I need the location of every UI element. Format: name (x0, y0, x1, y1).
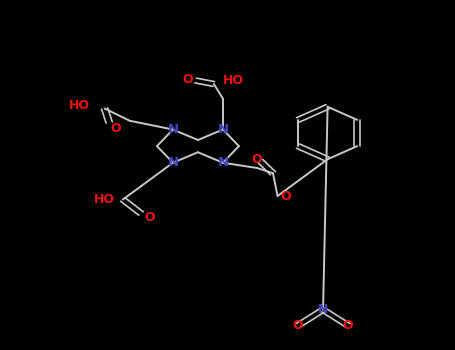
Text: O: O (343, 319, 354, 332)
Text: O: O (251, 153, 262, 166)
Text: HO: HO (69, 98, 90, 112)
Text: N: N (217, 156, 228, 169)
Text: O: O (144, 211, 155, 224)
Text: N: N (167, 156, 178, 169)
Text: N: N (167, 123, 178, 136)
Text: O: O (111, 122, 121, 135)
Text: HO: HO (222, 74, 243, 87)
Text: O: O (182, 73, 193, 86)
Text: N: N (217, 123, 228, 136)
Text: N: N (318, 303, 328, 316)
Text: O: O (280, 189, 291, 203)
Text: HO: HO (94, 193, 115, 206)
Text: O: O (293, 319, 303, 332)
